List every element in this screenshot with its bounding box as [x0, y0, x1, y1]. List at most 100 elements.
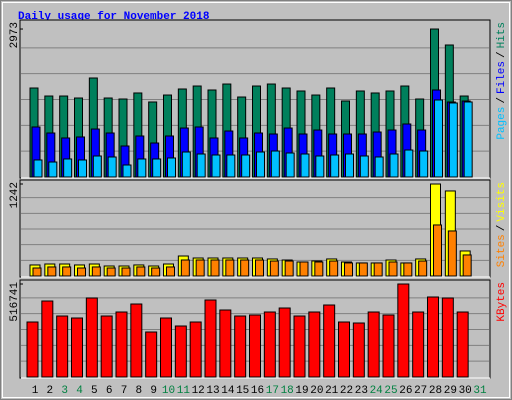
bar — [255, 259, 264, 277]
bar — [419, 150, 429, 178]
legend-separator: / — [496, 225, 508, 232]
bar — [358, 262, 368, 277]
x-tick-label: 27 — [414, 385, 427, 397]
bar — [344, 262, 353, 277]
bar — [241, 154, 251, 178]
x-tick-label: 8 — [136, 385, 143, 397]
bar — [100, 315, 113, 378]
bar — [32, 267, 42, 277]
bar — [338, 321, 350, 378]
bar — [181, 151, 191, 178]
bar — [284, 260, 294, 277]
bar — [448, 102, 458, 178]
x-tick-label: 9 — [150, 385, 157, 397]
bar — [382, 314, 395, 378]
bar — [26, 321, 39, 378]
bar — [456, 311, 469, 378]
bar — [441, 297, 454, 378]
bar — [433, 224, 442, 277]
x-tick-label: 1 — [32, 385, 39, 397]
bar — [270, 150, 280, 178]
x-tick-label: 14 — [221, 385, 235, 397]
bar — [78, 159, 87, 178]
bar — [63, 158, 73, 178]
x-tick-label: 24 — [370, 385, 384, 397]
bar — [373, 262, 383, 277]
bar — [315, 155, 325, 178]
series-legend: KBytes — [496, 282, 508, 322]
bar — [122, 164, 132, 178]
x-tick-label: 21 — [325, 385, 339, 397]
bar — [115, 311, 128, 378]
bar — [249, 314, 261, 378]
bar — [62, 266, 72, 277]
bar — [196, 153, 206, 178]
bar — [136, 266, 146, 277]
bar — [462, 254, 472, 277]
bar — [403, 262, 413, 277]
bar — [293, 315, 306, 378]
bar — [48, 161, 58, 178]
bar — [225, 259, 235, 277]
series-legend: Pages / Files / Hits — [496, 22, 508, 140]
legend-entry: Files — [496, 61, 508, 94]
bar — [33, 159, 43, 178]
y-tick-label: 1242 — [9, 182, 21, 208]
bar — [427, 296, 439, 378]
bar — [434, 99, 443, 178]
bar — [56, 315, 69, 378]
x-tick-label: 2 — [47, 385, 54, 397]
bar — [180, 259, 190, 277]
x-tick-label: 23 — [355, 385, 368, 397]
bar — [329, 260, 339, 277]
bar — [397, 283, 410, 378]
series-legend: Sites / Visits — [496, 182, 508, 267]
bar — [130, 303, 143, 378]
bar — [189, 321, 202, 378]
legend-entry: KBytes — [496, 282, 508, 322]
x-tick-label: 30 — [459, 385, 472, 397]
x-tick-label: 7 — [121, 385, 128, 397]
legend-entry: Visits — [496, 182, 508, 222]
bar — [195, 259, 205, 277]
x-tick-label: 17 — [266, 385, 279, 397]
bar — [374, 156, 384, 178]
x-tick-label: 25 — [384, 385, 397, 397]
legend-entry: Sites — [496, 234, 508, 267]
x-tick-label: 3 — [61, 385, 68, 397]
bar — [166, 266, 175, 277]
bar — [463, 101, 473, 178]
bar — [367, 311, 380, 378]
x-tick-label: 16 — [251, 385, 264, 397]
y-tick-label: 516741 — [9, 282, 21, 322]
bar — [160, 317, 172, 378]
x-tick-label: 22 — [340, 385, 353, 397]
bar — [388, 261, 398, 277]
legend-separator: / — [496, 97, 508, 104]
bar — [299, 261, 309, 277]
bar — [226, 154, 236, 178]
bar — [278, 307, 291, 378]
bar — [77, 267, 86, 277]
bar — [314, 261, 324, 277]
x-tick-label: 26 — [399, 385, 412, 397]
x-tick-label: 31 — [473, 385, 487, 397]
bar — [210, 259, 220, 277]
x-tick-label: 6 — [106, 385, 113, 397]
legend-separator: / — [496, 51, 508, 58]
bar — [447, 230, 457, 277]
bar — [404, 149, 414, 178]
bar — [106, 267, 116, 277]
bar — [204, 299, 217, 378]
bar — [47, 266, 57, 277]
bar — [85, 297, 98, 378]
bar — [71, 317, 83, 378]
bar — [330, 154, 340, 178]
bar — [263, 311, 276, 378]
bar — [219, 309, 232, 378]
bar — [174, 325, 187, 378]
bar — [285, 152, 295, 178]
